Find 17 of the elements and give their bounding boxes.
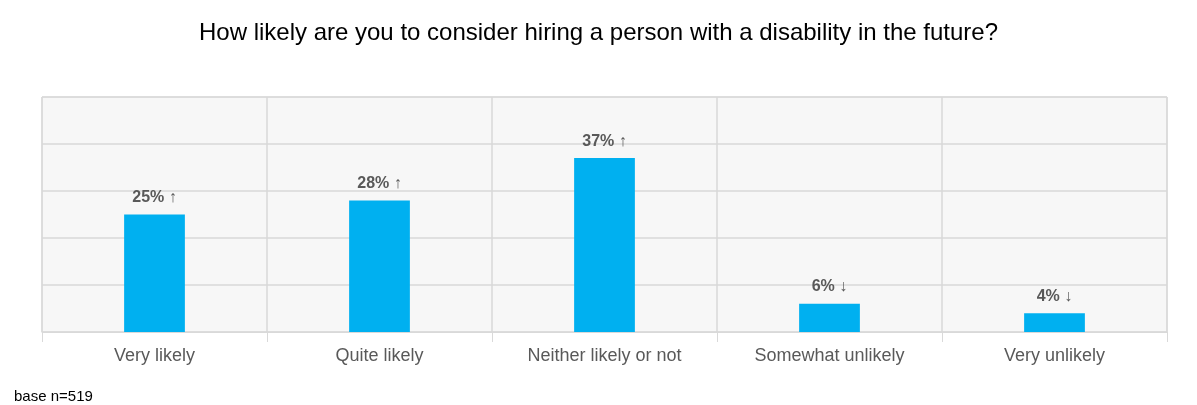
x-tick-label: Very unlikely xyxy=(1003,345,1106,365)
bar xyxy=(799,303,860,332)
x-tick-label: Neither likely or not xyxy=(527,345,682,365)
chart-title: How likely are you to consider hiring a person with a disability in the future? xyxy=(198,17,999,45)
x-tick-label: Very likely xyxy=(113,345,196,365)
data-label: 6% ↓ xyxy=(811,277,848,295)
x-tick-label: Somewhat unlikely xyxy=(754,345,905,365)
bar xyxy=(124,214,185,332)
data-label: 4% ↓ xyxy=(1036,286,1073,304)
data-label: 25% ↑ xyxy=(132,188,177,205)
data-label: 37% ↑ xyxy=(582,131,627,149)
data-label: 28% ↑ xyxy=(357,173,402,191)
text: base n=519 xyxy=(14,387,93,404)
x-tick-label: Quite likely xyxy=(335,345,424,365)
bar xyxy=(574,158,635,332)
bar xyxy=(349,200,410,332)
bar xyxy=(1024,313,1085,332)
